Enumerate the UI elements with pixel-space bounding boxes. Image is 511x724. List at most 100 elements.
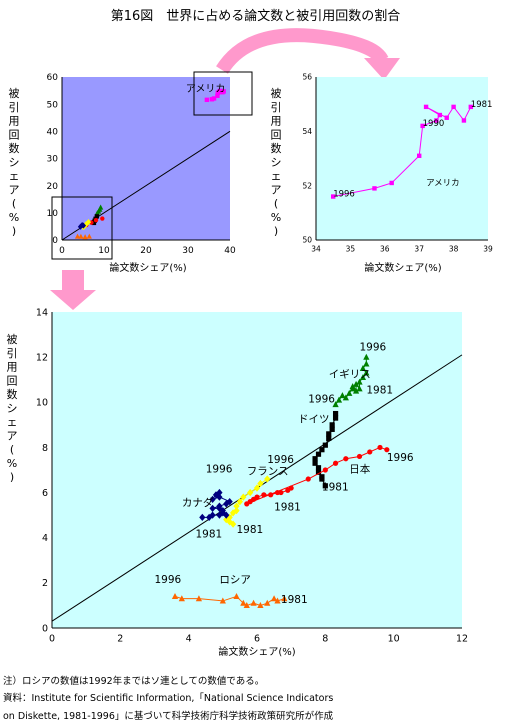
annotation-label: 1981 — [366, 384, 393, 396]
y-axis-label-char: シ — [271, 156, 282, 169]
y-tick-label: 10 — [36, 398, 48, 409]
x-tick-label: 38 — [449, 245, 459, 254]
data-point — [339, 392, 346, 399]
y-tick-label: 8 — [42, 443, 48, 454]
y-axis-label-char: ア — [7, 429, 18, 442]
annotation-label: アメリカ — [186, 83, 226, 95]
y-axis-label-char: 引 — [7, 346, 18, 360]
x-tick-label: 0 — [59, 246, 65, 256]
plot-area — [316, 77, 488, 240]
data-point — [315, 469, 322, 475]
data-point — [343, 456, 349, 462]
data-point — [215, 93, 220, 98]
data-point — [349, 383, 356, 390]
data-point — [332, 460, 339, 466]
y-axis-label-char: 被 — [7, 333, 18, 346]
x-tick-label: 36 — [380, 245, 390, 254]
annotation-label: ドイツ — [298, 414, 330, 426]
data-point — [74, 233, 81, 239]
data-point — [274, 597, 281, 604]
y-axis-label-char: 引 — [9, 100, 20, 114]
data-point — [384, 447, 390, 453]
x-tick-label: 35 — [346, 245, 356, 254]
x-tick-label: 8 — [322, 634, 328, 645]
source-line-1: 資料：Institute for Scientific Information,… — [3, 693, 334, 704]
data-point — [250, 599, 257, 606]
x-tick-label: 0 — [49, 634, 55, 645]
data-point — [209, 495, 216, 503]
annotation-label: 1996 — [387, 452, 414, 464]
data-point — [98, 204, 104, 210]
data-point — [423, 104, 429, 110]
annotation-label: 1996 — [206, 463, 233, 475]
y-tick-label: 6 — [42, 488, 48, 499]
data-point — [335, 396, 343, 403]
data-point — [444, 115, 449, 120]
data-point — [240, 493, 247, 501]
data-point — [285, 487, 291, 493]
data-point — [363, 360, 370, 367]
data-point — [211, 96, 217, 101]
annotation-label: 日本 — [349, 462, 370, 475]
source-line-2: on Diskette, 1981-1996」に基づいて科学技術庁科学技術政策研… — [3, 711, 334, 722]
series-line — [333, 106, 472, 198]
data-point — [352, 380, 360, 387]
data-point — [264, 475, 271, 483]
usa-zoom-chart: 34 35 36 37 38 39 50 52 54 56 論文数シェア(%) 被引用回数シェア(%)… — [271, 73, 493, 274]
y-axis-label-char: 用 — [271, 115, 282, 128]
data-point — [233, 506, 240, 515]
y-axis-label-char: ( — [10, 443, 14, 456]
plot-area — [62, 77, 230, 240]
data-point — [389, 180, 394, 186]
data-point — [236, 497, 244, 506]
y-axis-label-char: % — [271, 211, 281, 224]
y-axis-label-char: ェ — [9, 170, 20, 183]
data-point — [468, 104, 473, 110]
data-point — [274, 489, 281, 496]
main-zoom-chart: 0 2 4 6 8 10 12 0 2 4 6 8 10 12 14 論文数シェア(%) 被引用回数シェア(%)… — [7, 307, 469, 658]
data-point — [216, 502, 223, 510]
data-point — [332, 401, 339, 408]
data-point — [240, 599, 247, 606]
data-point — [346, 389, 353, 396]
data-point — [315, 465, 322, 471]
data-point — [257, 479, 264, 488]
x-tick-label: 4 — [186, 634, 192, 645]
annotation-label: ロシア — [219, 574, 251, 586]
data-point — [363, 353, 370, 360]
annotation-label: 1996 — [267, 454, 294, 466]
x-tick-label: 30 — [182, 246, 194, 256]
y-axis-label-char: ェ — [7, 416, 18, 429]
data-point — [372, 186, 377, 191]
data-point — [377, 444, 383, 451]
y-axis-label-char: ア — [271, 183, 282, 196]
data-point — [100, 216, 105, 221]
annotation-label: 1981 — [274, 502, 301, 514]
data-point — [356, 378, 363, 385]
data-point — [420, 123, 425, 129]
annotation-label: アメリカ — [426, 179, 460, 189]
y-axis-label-char: シ — [7, 402, 18, 415]
data-point — [359, 365, 367, 372]
data-point — [216, 493, 223, 501]
data-point — [312, 456, 318, 462]
data-point — [326, 431, 332, 437]
y-tick-label: 30 — [47, 155, 59, 165]
data-point — [209, 511, 216, 519]
data-point — [93, 217, 99, 223]
data-point — [82, 234, 88, 240]
x-axis-label: 論文数シェア(%) — [109, 261, 186, 274]
y-axis-label-char: ェ — [271, 170, 282, 183]
data-point — [332, 415, 339, 421]
annotation-label: イギリス — [329, 368, 371, 380]
data-point — [331, 194, 336, 199]
data-point — [244, 501, 250, 507]
y-axis-label-char: ( — [274, 197, 278, 210]
y-tick-label: 56 — [302, 73, 312, 82]
annotation-label: 1996 — [333, 190, 355, 200]
data-point — [195, 595, 203, 602]
data-point — [221, 89, 226, 94]
x-tick-label: 37 — [414, 245, 424, 254]
y-axis-label-char: 被 — [271, 87, 282, 100]
